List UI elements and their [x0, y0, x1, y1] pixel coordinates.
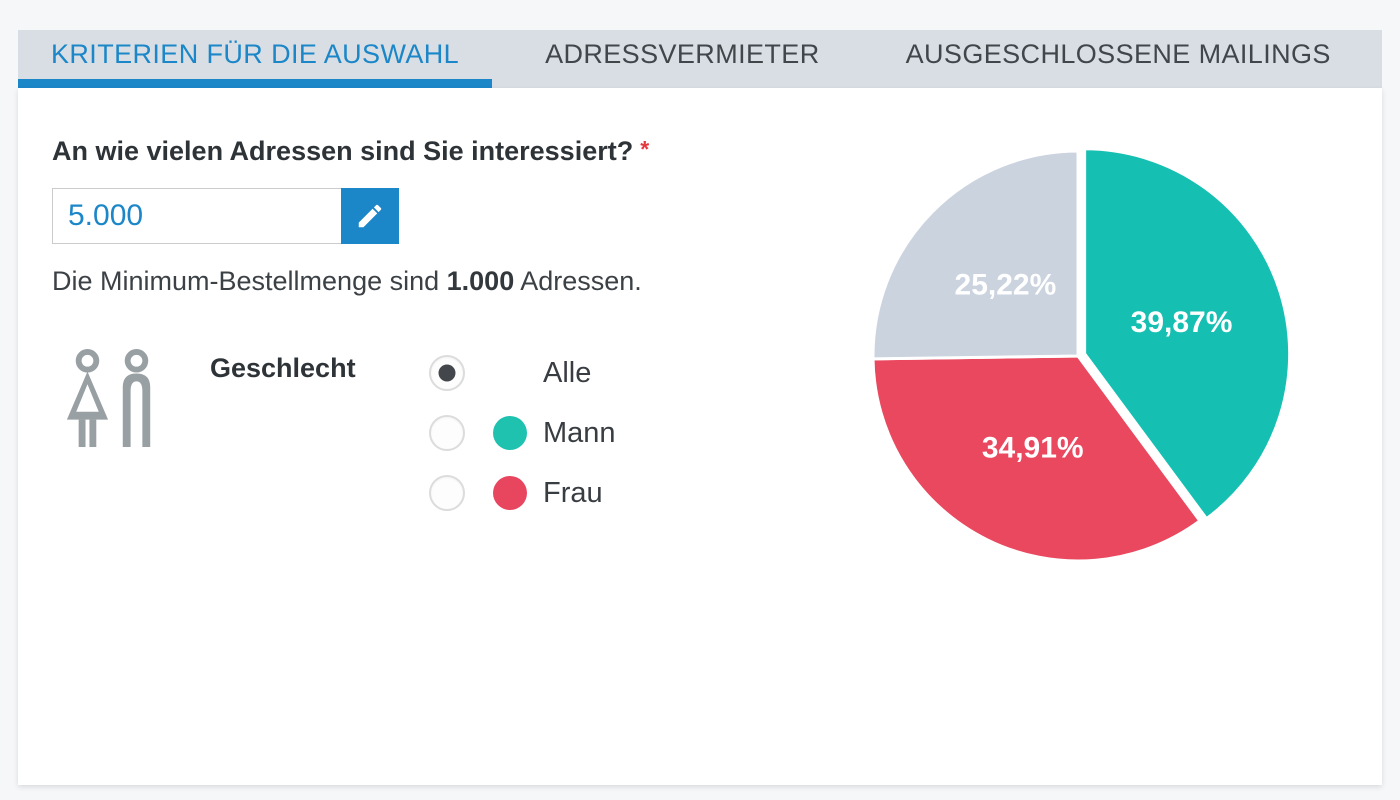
tab-bar: KRITERIEN FÜR DIE AUSWAHL ADRESSVERMIETE… — [18, 30, 1382, 88]
question-text: An wie vielen Adressen sind Sie interess… — [52, 136, 634, 166]
note-minimum-value: 1.000 — [446, 266, 515, 296]
option-label: Alle — [543, 356, 592, 389]
tab-ausgeschlossene-mailings[interactable]: AUSGESCHLOSSENE MAILINGS — [873, 30, 1364, 88]
tab-adressvermieter[interactable]: ADRESSVERMIETER — [512, 30, 853, 88]
edit-button[interactable] — [341, 188, 399, 244]
amount-input[interactable] — [52, 188, 341, 244]
radio-button[interactable] — [429, 475, 465, 511]
color-dot-mann — [493, 416, 527, 450]
gender-section-label: Geschlecht — [210, 353, 356, 383]
tab-label: AUSGESCHLOSSENE MAILINGS — [905, 39, 1331, 69]
radio-button[interactable] — [429, 355, 465, 391]
option-label: Frau — [543, 476, 603, 509]
note-suffix: Adressen. — [514, 266, 642, 296]
note-prefix: Die Minimum-Bestellmenge sind — [52, 266, 447, 296]
pie-slice — [871, 354, 1202, 563]
tab-label: KRITERIEN FÜR DIE AUSWAHL — [51, 39, 460, 69]
radio-button[interactable] — [429, 415, 465, 451]
pie-slice — [1083, 147, 1292, 521]
color-dot-frau — [493, 476, 527, 510]
question-label: An wie vielen Adressen sind Sie interess… — [52, 136, 649, 167]
amount-row — [52, 188, 399, 244]
gender-options: Alle Mann Frau — [429, 343, 616, 523]
required-asterisk: * — [640, 136, 650, 162]
gender-distribution-pie-chart: 39,87% 34,91% 25,22% — [858, 136, 1298, 576]
pie-slice-label: 25,22% — [955, 268, 1057, 301]
tab-kriterien[interactable]: KRITERIEN FÜR DIE AUSWAHL — [18, 30, 493, 88]
male-female-icon — [62, 348, 160, 455]
pie-slice — [871, 149, 1080, 361]
minimum-order-note: Die Minimum-Bestellmenge sind 1.000 Adre… — [52, 266, 642, 297]
pie-slice-label: 39,87% — [1131, 306, 1233, 339]
gender-option-mann[interactable]: Mann — [429, 403, 616, 463]
gender-option-frau[interactable]: Frau — [429, 463, 616, 523]
pie-slice-label: 34,91% — [982, 431, 1084, 464]
content-panel: An wie vielen Adressen sind Sie interess… — [18, 88, 1382, 785]
tab-label: ADRESSVERMIETER — [545, 39, 820, 69]
gender-option-alle[interactable]: Alle — [429, 343, 616, 403]
pencil-icon — [355, 201, 385, 231]
option-label: Mann — [543, 416, 616, 449]
